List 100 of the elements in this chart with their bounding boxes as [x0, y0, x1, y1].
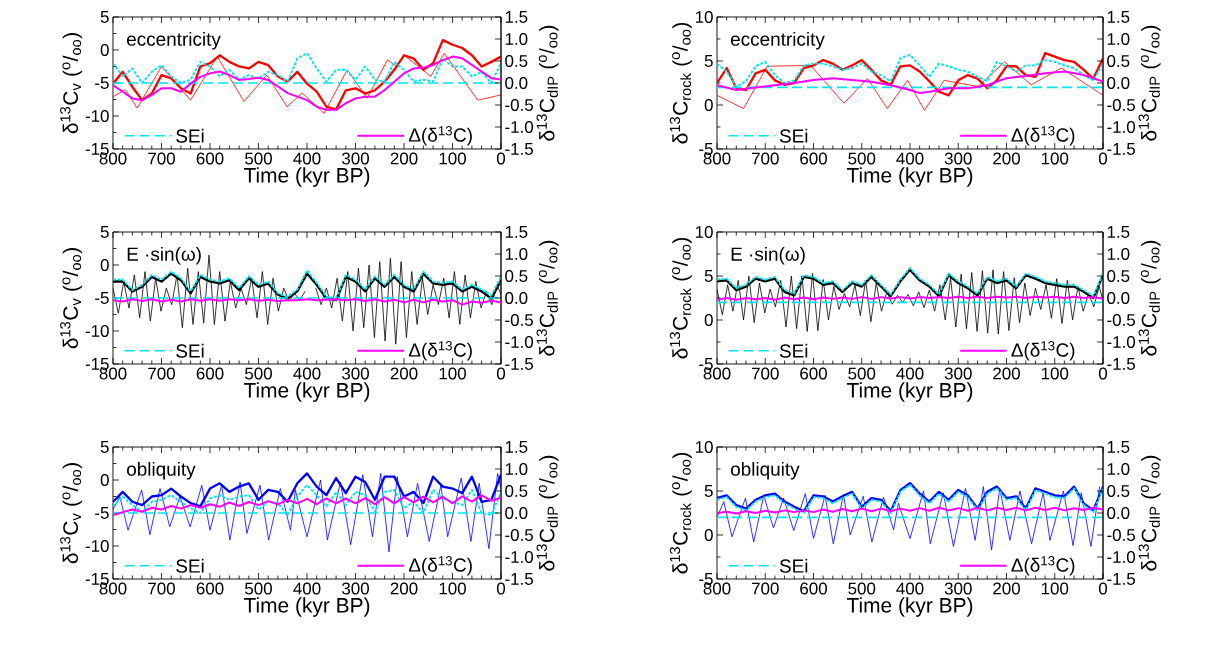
x-tick-label: 700 — [148, 152, 175, 165]
y2-tick-label: -0.5 — [1107, 529, 1135, 541]
y2-tick-label: 0.0 — [1107, 292, 1130, 304]
text: δ$^{13}$C$_{rock}$ ($^{o}$/$_{oo}$) — [669, 237, 692, 359]
y-tick-label: 10 — [695, 226, 713, 238]
x-tick-label: 600 — [196, 582, 224, 595]
text: δ$^{13}$C$_{dIP}$ ($^{o}$/$_{oo}$) — [536, 25, 559, 141]
x-tick-label: 500 — [245, 367, 272, 380]
annotation: obliquity — [127, 461, 196, 480]
x-tick-label: 500 — [245, 152, 272, 165]
y2-tick-label: 1.5 — [505, 11, 528, 23]
line-series — [717, 53, 1103, 88]
y2-tick-label: -1.0 — [505, 551, 534, 563]
y2-tick-label: 0.0 — [505, 77, 528, 89]
annotation: eccentricity — [127, 31, 221, 50]
line-series — [113, 52, 501, 84]
y2-tick-label: -1.5 — [1107, 358, 1135, 370]
x-tick-label: 100 — [439, 152, 466, 165]
x-tick-label: 300 — [342, 152, 369, 165]
x-tick-label: 300 — [944, 367, 972, 380]
y2-tick-label: -1.5 — [505, 358, 533, 370]
x-axis-title: Time (kyr BP) — [846, 382, 973, 402]
y2-tick-label: 0.0 — [1107, 507, 1130, 519]
y-tick-label: -5 — [95, 507, 109, 519]
y2-tick-label: 1.0 — [1107, 248, 1130, 260]
x-tick-label: 600 — [800, 152, 827, 165]
y-tick-label: -5 — [95, 77, 109, 89]
legend-label: Δ(δ$^{13}$C) — [408, 556, 472, 576]
x-tick-label: 0 — [1098, 152, 1108, 165]
y-tick-label: -5 — [95, 292, 109, 304]
y-tick-label: 10 — [695, 11, 713, 23]
y2-tick-label: 0.5 — [505, 270, 528, 282]
x-tick-label: 200 — [390, 367, 418, 380]
x-tick-label: 600 — [196, 152, 224, 165]
text: δ$^{13}$C$_{rock}$ ($^{o}$/$_{oo}$) — [669, 22, 692, 144]
y2-tick-label: -1.0 — [505, 336, 534, 348]
x-tick-label: 200 — [993, 152, 1020, 165]
y2-tick-label: 1.5 — [505, 441, 528, 453]
x-tick-label: 300 — [342, 367, 369, 380]
y2-tick-label: 1.0 — [1107, 33, 1130, 45]
y2-tick-label: -1.5 — [505, 143, 533, 155]
text: δ$^{13}$C$_{dIP}$ ($^{o}$/$_{oo}$) — [1138, 25, 1161, 141]
y-tick-label: 0 — [704, 99, 713, 111]
text: δ$^{13}$C$_{dIP}$ ($^{o}$/$_{oo}$) — [536, 455, 559, 571]
line-series — [113, 494, 501, 517]
x-tick-label: 0 — [496, 582, 506, 595]
x-tick-label: 600 — [196, 367, 224, 380]
y2-tick-label: -1.0 — [505, 121, 534, 133]
y-tick-label: -10 — [85, 110, 109, 122]
x-tick-label: 700 — [148, 582, 175, 595]
annotation: E ·sin(ω) — [127, 246, 201, 265]
x-tick-label: 400 — [293, 367, 321, 380]
y-tick-label: 0 — [704, 529, 713, 541]
y2-tick-label: -1.5 — [1107, 143, 1135, 155]
text: SEi — [779, 343, 808, 358]
x-tick-label: 500 — [848, 367, 876, 380]
series-label: Δ(δ$^{13}$C) — [408, 341, 472, 361]
x-tick-label: 700 — [752, 152, 779, 165]
x-tick-label: 100 — [439, 582, 466, 595]
x-tick-label: 300 — [342, 582, 369, 595]
y2-tick-label: 1.5 — [1107, 441, 1130, 453]
x-tick-label: 0 — [496, 367, 506, 380]
x-tick-label: 400 — [896, 582, 924, 595]
text: δ$^{13}$C$_{v}$ ($^{o}$/$_{oo}$) — [60, 463, 83, 564]
y2-tick-label: -0.5 — [505, 529, 533, 541]
x-axis-title: Time (kyr BP) — [243, 597, 370, 617]
y2-tick-label: -0.5 — [505, 99, 533, 111]
x-tick-label: 200 — [390, 582, 418, 595]
x-tick-label: 0 — [1098, 367, 1108, 380]
x-tick-label: 100 — [1041, 582, 1069, 595]
y2-tick-label: 1.0 — [505, 248, 528, 260]
y2-tick-label: -0.5 — [505, 314, 533, 326]
legend-label: SEi — [779, 558, 808, 573]
x-tick-label: 700 — [752, 582, 779, 595]
y2-tick-label: 0.5 — [505, 55, 528, 67]
y-tick-label: 5 — [704, 485, 713, 497]
x-tick-label: 200 — [390, 152, 418, 165]
x-tick-label: 400 — [293, 152, 321, 165]
y2-tick-label: 0.0 — [505, 507, 528, 519]
text: δ$^{13}$C$_{dIP}$ ($^{o}$/$_{oo}$) — [536, 240, 559, 356]
x-tick-label: 500 — [848, 582, 876, 595]
y-tick-label: -10 — [85, 325, 109, 337]
x-tick-label: 600 — [800, 582, 827, 595]
y2-tick-label: 0.0 — [1107, 77, 1130, 89]
y-tick-label: 5 — [100, 441, 109, 453]
y-tick-label: 10 — [695, 441, 713, 453]
text: Δ(δ$^{13}$C) — [1011, 341, 1075, 361]
legend-label: SEi — [779, 128, 808, 143]
y2-tick-label: -1.0 — [1107, 336, 1136, 348]
y2-tick-label: 0.5 — [505, 485, 528, 497]
x-tick-label: 500 — [245, 582, 272, 595]
y2-tick-label: 1.5 — [1107, 11, 1130, 23]
x-tick-label: 700 — [148, 367, 175, 380]
x-axis-title: Time (kyr BP) — [243, 382, 370, 402]
y2-tick-label: -1.0 — [1107, 551, 1136, 563]
legend-label: Δ(δ$^{13}$C) — [1011, 126, 1075, 146]
x-tick-label: 400 — [293, 582, 321, 595]
annotation: obliquity — [730, 461, 800, 480]
y-tick-label: 0 — [100, 259, 109, 271]
annotation: eccentricity — [730, 31, 825, 50]
